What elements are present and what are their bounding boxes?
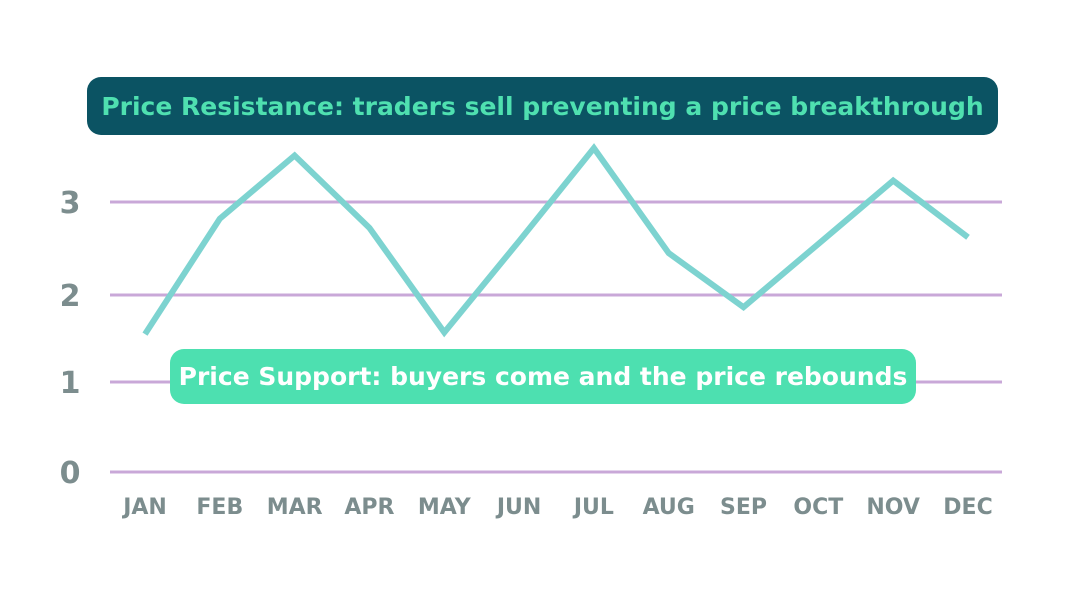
x-tick-label: JUL (572, 495, 614, 520)
price-support-annotation: Price Support: buyers come and the price… (170, 349, 916, 404)
y-axis-ticks: 0 1 2 3 (60, 186, 81, 491)
x-tick-label: APR (344, 495, 394, 520)
x-tick-label: MAY (418, 495, 472, 520)
y-tick-label: 1 (60, 366, 81, 401)
y-tick-label: 2 (60, 279, 81, 314)
x-tick-label: SEP (720, 495, 767, 520)
x-axis-ticks: JAN FEB MAR APR MAY JUN JUL AUG SEP OCT NOV DEC (121, 495, 993, 520)
series-layer (142, 143, 970, 338)
price-resistance-annotation: Price Resistance: traders sell preventin… (87, 77, 998, 135)
x-tick-label: OCT (793, 495, 843, 520)
gridlines (110, 200, 1002, 474)
y-tick-label: 0 (60, 456, 81, 491)
x-tick-label: FEB (196, 495, 243, 520)
x-tick-label: NOV (866, 495, 920, 520)
x-tick-label: AUG (643, 495, 695, 520)
price-series-line (142, 143, 970, 338)
x-tick-label: JUN (495, 495, 541, 520)
x-tick-label: DEC (943, 495, 992, 520)
y-tick-label: 3 (60, 186, 81, 221)
x-tick-label: JAN (121, 495, 167, 520)
x-tick-label: MAR (267, 495, 323, 520)
